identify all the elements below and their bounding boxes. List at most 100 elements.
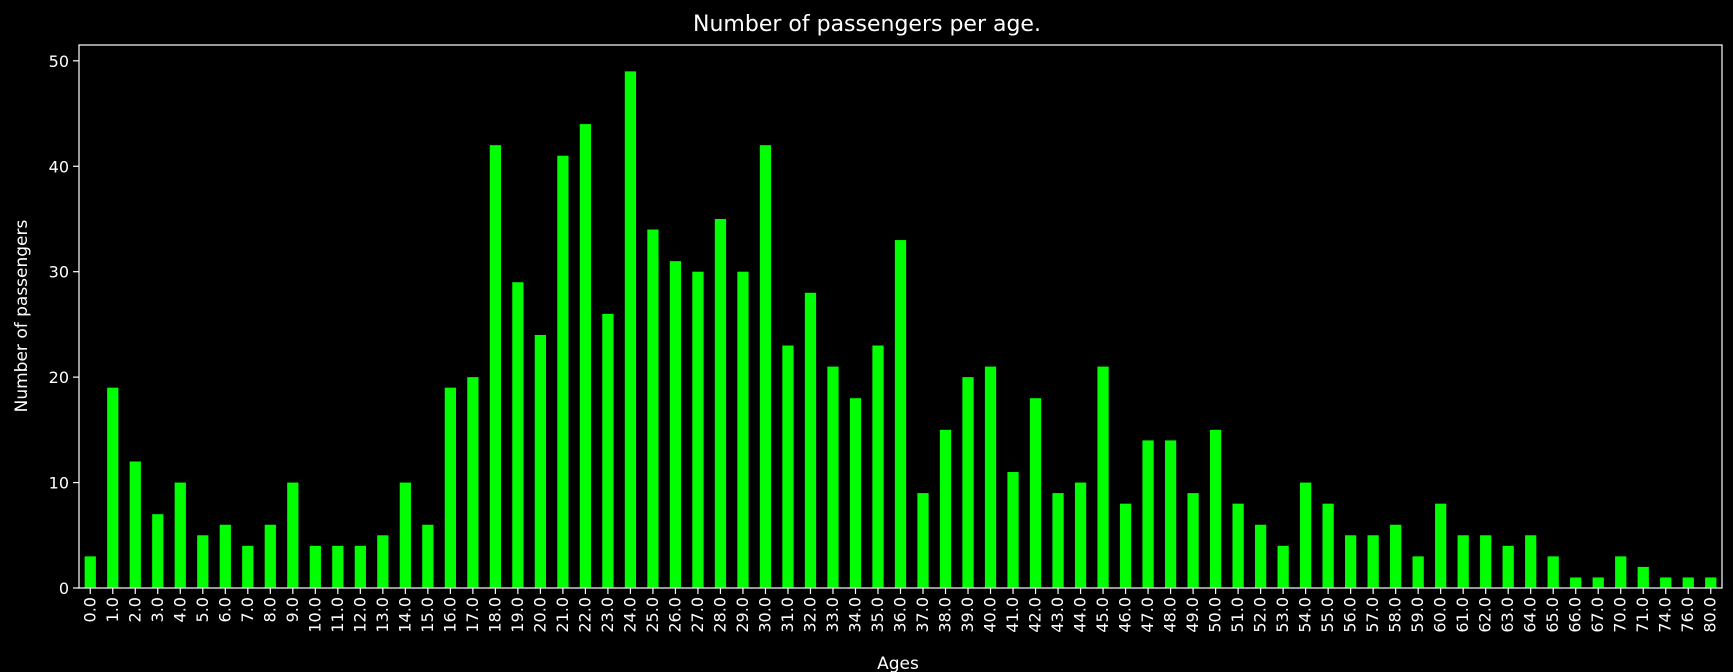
bar-age-3.0: [152, 514, 163, 588]
x-tick-label: 27.0: [688, 597, 707, 633]
x-tick-label: 15.0: [418, 597, 437, 633]
bar-age-10.0: [310, 546, 321, 588]
bar-age-44.0: [1075, 483, 1086, 588]
bar-age-38.0: [940, 430, 951, 588]
x-tick-label: 30.0: [755, 597, 774, 633]
bar-age-15.0: [422, 525, 433, 588]
x-tick-label: 20.0: [530, 597, 549, 633]
x-tick-label: 51.0: [1228, 597, 1247, 633]
x-tick-label: 28.0: [710, 597, 729, 633]
x-tick-label: 10.0: [305, 597, 324, 633]
x-tick-label: 38.0: [936, 597, 955, 633]
y-tick-label: 0: [59, 579, 69, 598]
bar-age-29.0: [737, 272, 748, 588]
y-axis-label: Number of passengers: [12, 219, 32, 412]
x-tick-label: 13.0: [373, 597, 392, 633]
bar-age-11.0: [332, 546, 343, 588]
bar-age-42.0: [1030, 398, 1041, 588]
x-tick-label: 2.0: [125, 597, 144, 622]
bar-age-70.0: [1615, 556, 1626, 588]
x-tick-label: 46.0: [1116, 597, 1135, 633]
bar-age-23.0: [602, 314, 613, 588]
bar-age-0.0: [85, 556, 96, 588]
x-tick-label: 70.0: [1611, 597, 1630, 633]
x-tick-label: 19.0: [508, 597, 527, 633]
bar-age-32.0: [805, 293, 816, 588]
x-tick-label: 55.0: [1318, 597, 1337, 633]
bar-age-1.0: [107, 388, 118, 588]
x-axis-label: Ages: [877, 654, 919, 672]
bar-age-18.0: [490, 145, 501, 588]
bar-age-24.0: [625, 71, 636, 588]
bar-age-30.0: [760, 145, 771, 588]
x-tick-label: 59.0: [1408, 597, 1427, 633]
bar-age-28.0: [715, 219, 726, 588]
bar-age-47.0: [1142, 440, 1153, 588]
x-tick-label: 34.0: [845, 597, 864, 633]
x-tick-label: 14.0: [395, 597, 414, 633]
x-tick-label: 52.0: [1251, 597, 1270, 633]
x-tick-label: 42.0: [1026, 597, 1045, 633]
bar-age-27.0: [692, 272, 703, 588]
bar-age-71.0: [1638, 567, 1649, 588]
x-tick-label: 17.0: [463, 597, 482, 633]
x-tick-label: 1.0: [103, 597, 122, 622]
x-tick-label: 80.0: [1701, 597, 1720, 633]
x-tick-label: 39.0: [958, 597, 977, 633]
x-tick-label: 12.0: [350, 597, 369, 633]
bar-age-5.0: [197, 535, 208, 588]
x-tick-label: 7.0: [238, 597, 257, 622]
x-tick-label: 48.0: [1161, 597, 1180, 633]
bar-age-36.0: [895, 240, 906, 588]
x-tick-label: 11.0: [328, 597, 347, 633]
x-tick-label: 8.0: [260, 597, 279, 622]
bar-age-19.0: [512, 282, 523, 588]
x-tick-label: 0.0: [80, 597, 99, 622]
bar-age-80.0: [1705, 577, 1716, 588]
bar-age-41.0: [1007, 472, 1018, 588]
bar-age-34.0: [850, 398, 861, 588]
x-tick-label: 23.0: [598, 597, 617, 633]
bar-age-22.0: [580, 124, 591, 588]
bar-age-52.0: [1255, 525, 1266, 588]
x-tick-label: 50.0: [1206, 597, 1225, 633]
bar-age-50.0: [1210, 430, 1221, 588]
bar-age-33.0: [827, 367, 838, 588]
y-tick-label: 10: [49, 474, 69, 493]
bar-age-21.0: [557, 156, 568, 588]
bar-age-53.0: [1277, 546, 1288, 588]
y-tick-label: 30: [49, 263, 69, 282]
bar-age-55.0: [1323, 504, 1334, 588]
bar-age-31.0: [782, 346, 793, 589]
bar-age-25.0: [647, 230, 658, 588]
x-tick-label: 35.0: [868, 597, 887, 633]
bar-age-63.0: [1503, 546, 1514, 588]
bar-age-37.0: [917, 493, 928, 588]
bar-age-64.0: [1525, 535, 1536, 588]
bar-age-57.0: [1368, 535, 1379, 588]
x-tick-label: 16.0: [440, 597, 459, 633]
x-tick-label: 21.0: [553, 597, 572, 633]
x-tick-label: 6.0: [215, 597, 234, 622]
bar-age-35.0: [872, 346, 883, 589]
bar-age-9.0: [287, 483, 298, 588]
x-tick-label: 58.0: [1386, 597, 1405, 633]
x-tick-label: 43.0: [1048, 597, 1067, 633]
x-tick-label: 61.0: [1453, 597, 1472, 633]
x-tick-label: 18.0: [485, 597, 504, 633]
x-tick-label: 54.0: [1296, 597, 1315, 633]
bar-age-65.0: [1548, 556, 1559, 588]
bar-age-13.0: [377, 535, 388, 588]
y-tick-label: 50: [49, 52, 69, 71]
bar-age-17.0: [467, 377, 478, 588]
bar-age-62.0: [1480, 535, 1491, 588]
bar-age-67.0: [1593, 577, 1604, 588]
x-tick-label: 65.0: [1543, 597, 1562, 633]
x-tick-label: 36.0: [891, 597, 910, 633]
bar-age-49.0: [1187, 493, 1198, 588]
bar-age-20.0: [535, 335, 546, 588]
x-tick-label: 25.0: [643, 597, 662, 633]
bar-age-45.0: [1097, 367, 1108, 588]
x-tick-label: 49.0: [1183, 597, 1202, 633]
